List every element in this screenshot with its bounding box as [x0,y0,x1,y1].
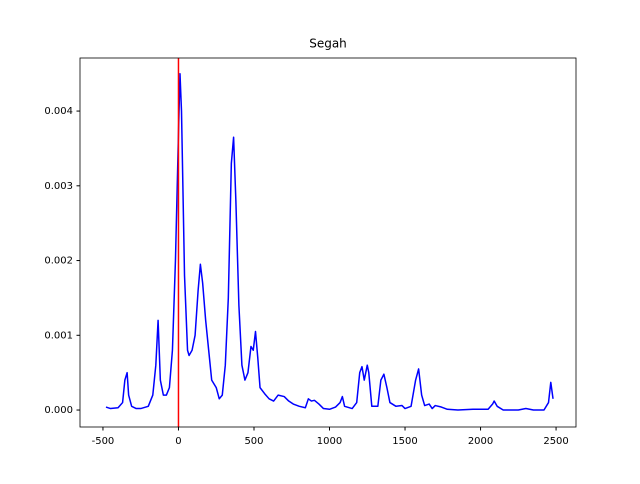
x-tick-label: 2500 [543,436,568,447]
x-tick-label: 500 [244,436,263,447]
y-tick-label: 0.002 [44,256,73,267]
x-tick-label: -500 [92,436,115,447]
x-tick-label: 1000 [317,436,342,447]
x-tick-label: 0 [175,436,181,447]
y-tick-label: 0.000 [44,405,73,416]
y-tick-label: 0.001 [44,330,73,341]
y-tick-label: 0.003 [44,181,73,192]
data-line [105,72,554,411]
x-tick-label: 2000 [468,436,493,447]
plot-frame [79,57,577,428]
y-tick-label: 0.004 [44,106,73,117]
chart-title: Segah [309,37,347,51]
x-tick-label: 1500 [392,436,417,447]
